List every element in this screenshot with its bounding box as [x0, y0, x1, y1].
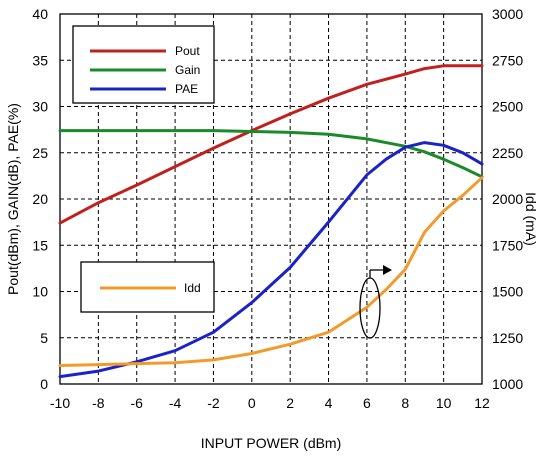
legend-label-gain: Gain — [175, 63, 200, 77]
y-tick-label-right: 1500 — [492, 284, 523, 300]
x-axis-label: INPUT POWER (dBm) — [201, 435, 342, 451]
x-tick-label: -4 — [169, 395, 182, 411]
y-tick-label-left: 15 — [32, 237, 48, 253]
series-line-pout — [58, 64, 484, 225]
x-tick-label: 8 — [401, 395, 409, 411]
y-tick-label-left: 25 — [32, 145, 48, 161]
y-tick-label-left: 20 — [32, 191, 48, 207]
x-tick-label: 6 — [363, 395, 371, 411]
y-tick-label-right: 2250 — [492, 145, 523, 161]
y-tick-label-left: 35 — [32, 52, 48, 68]
y-tick-label-left: 40 — [32, 6, 48, 22]
series-group — [58, 64, 484, 379]
x-tick-label: 10 — [436, 395, 452, 411]
x-tick-label: 12 — [474, 395, 490, 411]
x-tick-label: 2 — [286, 395, 294, 411]
y-tick-label-left: 5 — [40, 330, 48, 346]
series-line-pae — [58, 141, 484, 379]
legend-label-idd: Idd — [184, 281, 201, 295]
y-tick-label-left: 0 — [40, 376, 48, 392]
y-tick-label-right: 1750 — [492, 237, 523, 253]
x-tick-label: -10 — [50, 395, 70, 411]
x-tick-label: 4 — [325, 395, 333, 411]
grid — [60, 14, 482, 384]
y-tick-label-left: 30 — [32, 99, 48, 115]
y-tick-label-left: 10 — [32, 284, 48, 300]
x-tick-label: 0 — [248, 395, 256, 411]
x-tick-label: -6 — [131, 395, 144, 411]
y-axis-label-left: Pout(dBm), GAIN(dB), PAE(%) — [5, 103, 21, 295]
series-line-gain — [58, 129, 484, 179]
legend-label-pout: Pout — [175, 44, 200, 58]
series-line-idd — [58, 176, 484, 367]
y-axis-label-right: Idd (mA) — [523, 192, 539, 246]
idd-axis-annotation — [359, 265, 392, 339]
ticks-group: -10 -8 -6 -4 -2 0 2 4 6 8 10 12 0 5 10 15 20 25 30 35 40 1000… — [32, 6, 523, 411]
y-tick-label-right: 3000 — [492, 6, 523, 22]
y-tick-label-right: 1250 — [492, 330, 523, 346]
legend-label-pae: PAE — [175, 82, 198, 96]
y-tick-label-right: 2500 — [492, 99, 523, 115]
legend-bottom: Idd — [80, 261, 215, 313]
annotation-arrow-head — [383, 265, 392, 275]
y-tick-label-right: 1000 — [492, 376, 523, 392]
x-tick-label: -8 — [92, 395, 105, 411]
y-tick-label-right: 2750 — [492, 52, 523, 68]
y-tick-label-right: 2000 — [492, 191, 523, 207]
legend-top: Pout Gain PAE — [72, 25, 215, 104]
x-tick-label: -2 — [207, 395, 220, 411]
